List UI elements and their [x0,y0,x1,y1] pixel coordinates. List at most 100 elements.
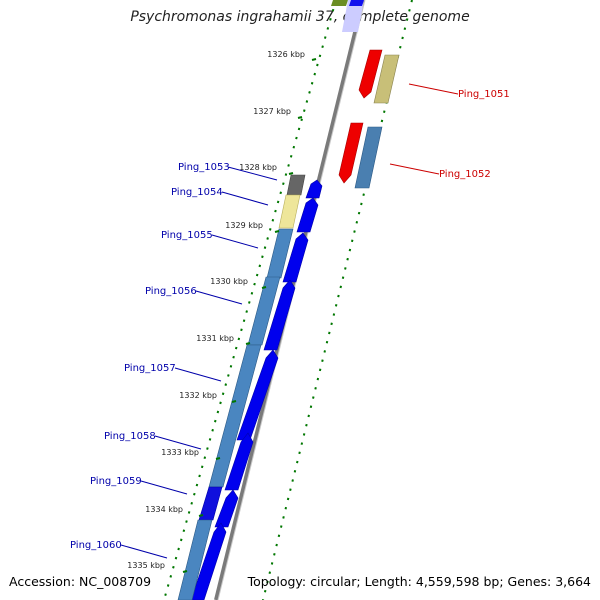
kbp-label: 1335 kbp [127,561,165,570]
feature-ping-1054-yellow[interactable] [278,194,301,229]
outer-ring-dot [316,63,319,67]
inner-ring-dot [323,350,326,353]
gene-leader-line [221,191,269,206]
outer-ring-dot [240,328,243,332]
inner-ring-dot [380,119,384,123]
gene-label-ping-1059: Ping_1059 [90,476,142,487]
outer-ring-dot [169,575,173,578]
outer-ring-dot [289,154,293,158]
outer-dotted-ring [164,0,337,596]
kbp-tick [288,172,294,175]
inner-ring-dot [282,516,285,519]
feature-ping-1058-blue[interactable] [224,432,254,491]
top-feature-blue [349,0,364,6]
inner-ring-dot [298,451,301,455]
outer-ring-dot [221,392,225,396]
feature-ping-1054-blue[interactable] [296,197,319,233]
outer-ring-dot [198,474,201,478]
kbp-tick [231,400,237,403]
feature-ping-1056-steel[interactable] [247,276,281,346]
kbp-tick [311,58,317,61]
feature-ping-1059-blue-band[interactable] [198,486,223,521]
outer-ring-dot [190,501,193,505]
outer-ring-dot [214,419,217,423]
inner-ring-dot [321,359,324,362]
outer-ring-dot [164,593,167,596]
feature-ping-1055-blue[interactable] [282,232,309,283]
feature-ping-1057-steel[interactable] [208,344,262,488]
outer-ring-dot [195,483,199,487]
outer-ring-dot [224,383,228,386]
inner-ring-dot [286,497,290,501]
outer-ring-dot [237,337,241,341]
outer-ring-dot [182,529,186,533]
outer-ring-dot [297,127,301,131]
gene-label-ping-1053: Ping_1053 [178,162,230,173]
outer-ring-dot [234,346,238,350]
outer-ring-dot [271,218,275,222]
feature-ping-1060-steel[interactable] [177,519,213,600]
outer-ring-dot [174,556,178,560]
kbp-scale: 1326 kbp 1327 kbp 1328 kbp 1329 kbp 1330 kbp… [127,50,317,573]
inner-ring-dot [293,469,297,473]
kbp-tick [245,342,251,345]
kbp-label: 1328 kbp [239,163,277,172]
outer-ring-dot [303,109,306,112]
inner-ring-dot [263,589,267,593]
kbp-tick [274,230,280,233]
kbp-tick [215,457,221,460]
inner-ring-dot [408,8,411,12]
outer-ring-dot [185,520,188,523]
feature-ping-1051-red[interactable] [358,49,383,99]
feature-ping-1057-blue[interactable] [236,349,279,441]
gene-label-ping-1057: Ping_1057 [124,363,176,374]
inner-ring-dot [312,396,315,399]
inner-ring-dot [348,248,352,252]
outer-ring-dot [321,45,324,49]
gene-leader-line [408,83,459,95]
inner-ring-dot [341,276,345,279]
feature-ping-1059-blue[interactable] [214,489,239,528]
top-feature-lavender [342,0,364,32]
outer-ring-dot [308,91,311,94]
feature-ping-1055-steel[interactable] [266,228,294,279]
gene-label-ping-1058: Ping_1058 [104,431,156,442]
outer-ring-dot [282,182,285,186]
feature-ping-1052-steel[interactable] [354,126,383,189]
outer-ring-dot [266,237,269,240]
kbp-tick [182,570,188,573]
inner-ring-dot [401,36,404,40]
outer-ring-dot [318,54,322,58]
inner-ring-dot [350,239,354,243]
feature-ping-1056-blue[interactable] [263,279,296,351]
outer-ring-dot [208,438,212,441]
outer-ring-dot [255,273,259,277]
inner-ring-dot [337,294,340,298]
outer-ring-dot [211,428,214,432]
outer-ring-dot [310,81,314,85]
outer-ring-dot [172,565,175,569]
outer-ring-dot [313,72,317,76]
feature-ping-1053-gray[interactable] [286,174,306,196]
outer-ring-dot [292,145,296,149]
kbp-tick [261,286,267,289]
inner-ring-dot [279,525,283,528]
inner-ring-dot [353,230,356,233]
feature-ping-1053-blue[interactable] [305,179,323,199]
outer-ring-dot [326,27,330,30]
outer-ring-dot [227,374,230,377]
outer-ring-dot [245,310,248,313]
gene-label-ping-1051: Ping_1051 [458,89,510,100]
kbp-label: 1332 kbp [179,391,217,400]
inner-ring-dot [344,267,347,270]
inner-ring-dot [302,433,306,436]
outer-ring-dot [166,584,170,587]
gene-leader-line [389,163,440,175]
feature-ping-1052-red[interactable] [338,122,364,184]
inner-ring-dot [339,285,342,289]
outer-ring-dot [253,282,256,286]
kbp-label: 1326 kbp [267,50,305,59]
inner-ring-dot [330,322,333,326]
feature-ping-1051-tan[interactable] [373,54,400,104]
inner-ring-dot [360,202,363,206]
